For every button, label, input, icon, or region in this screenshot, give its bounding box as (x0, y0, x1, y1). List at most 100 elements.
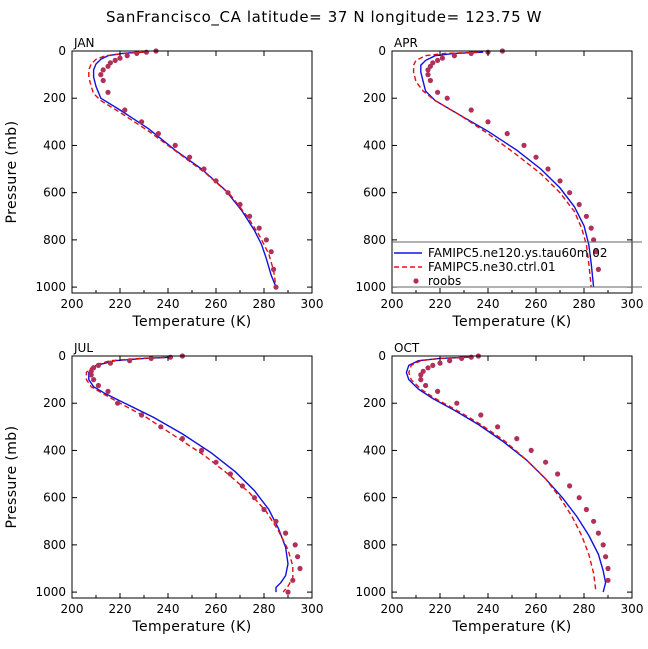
obs-point (225, 190, 231, 196)
y-tick-label: 0 (58, 44, 66, 58)
x-axis-label: Temperature (K) (131, 314, 251, 330)
series-line-2 (85, 356, 294, 593)
x-tick-label: 240 (477, 602, 500, 616)
obs-point (201, 166, 207, 172)
obs-point (95, 382, 101, 389)
x-tick-label: 280 (253, 297, 276, 311)
obs-point (528, 447, 534, 453)
obs-point (468, 50, 474, 56)
x-axis-label: Temperature (K) (131, 619, 251, 635)
y-tick-label: 200 (43, 91, 66, 105)
obs-point (91, 377, 97, 383)
obs-point (127, 358, 133, 364)
obs-point (478, 412, 484, 418)
obs-point (591, 237, 597, 243)
obs-point (88, 368, 94, 374)
obs-point (435, 388, 441, 394)
y-tick-label: 400 (363, 443, 386, 457)
obs-point (555, 471, 561, 477)
y-axis-label: Pressure (mb) (4, 121, 20, 224)
obs-point (117, 55, 123, 61)
plot-frame (391, 355, 633, 599)
obs-point (603, 554, 609, 560)
x-tick-label: 280 (573, 602, 596, 616)
obs-point (155, 131, 161, 137)
obs-point (485, 119, 491, 125)
obs-point (427, 77, 433, 84)
obs-point (98, 72, 104, 78)
y-tick-label: 400 (43, 443, 66, 457)
x-axis-label: Temperature (K) (451, 619, 571, 635)
obs-point (105, 388, 111, 394)
obs-point (495, 424, 501, 430)
y-tick-label: 1000 (355, 585, 386, 599)
x-tick-label: 300 (621, 602, 644, 616)
obs-point (100, 67, 106, 73)
obs-point (199, 447, 205, 453)
legend-label: roobs (428, 274, 461, 288)
y-tick-label: 600 (43, 491, 66, 505)
y-tick-label: 200 (363, 396, 386, 410)
legend-marker (413, 278, 419, 284)
y-tick-label: 600 (363, 491, 386, 505)
obs-point (148, 355, 154, 361)
y-tick-label: 400 (43, 138, 66, 152)
y-tick-label: 0 (58, 349, 66, 363)
obs-point (105, 89, 111, 95)
panel-jan: 200 220 240 260 280 300 0 200 400 600 800 1000 JAN Te… (4, 36, 323, 330)
figure-title: SanFrancisco_CA latitude= 37 N longitude… (106, 8, 542, 27)
x-tick-label: 200 (381, 297, 404, 311)
obs-point (576, 495, 582, 501)
obs-point (425, 365, 431, 371)
obs-point (600, 542, 606, 548)
obs-point (583, 213, 589, 219)
x-tick-label: 220 (109, 602, 132, 616)
obs-point (95, 362, 101, 368)
obs-point (187, 154, 193, 160)
obs-point (273, 518, 279, 524)
obs-point (143, 49, 149, 55)
obs-point (444, 95, 450, 101)
obs-point (425, 72, 431, 78)
obs-point (112, 57, 118, 63)
obs-point (591, 518, 597, 524)
series-line-2 (408, 356, 597, 593)
obs-point (593, 249, 599, 255)
y-tick-label: 800 (43, 233, 66, 247)
y-tick-label: 800 (363, 538, 386, 552)
x-tick-label: 280 (573, 297, 596, 311)
obs-point (247, 213, 253, 219)
obs-point (100, 77, 106, 84)
x-tick-label: 280 (253, 602, 276, 616)
obs-point (290, 577, 296, 583)
x-tick-label: 240 (157, 602, 180, 616)
y-tick-label: 1000 (355, 280, 386, 294)
obs-point (423, 382, 429, 389)
series-line-1 (88, 356, 289, 593)
obs-point (451, 53, 457, 59)
y-axis-label: Pressure (mb) (4, 426, 20, 529)
obs-point (158, 424, 164, 430)
obs-point (468, 354, 474, 360)
obs-point (447, 358, 453, 364)
obs-point (213, 178, 219, 184)
obs-point (459, 355, 465, 361)
obs-point (107, 360, 113, 366)
obs-point (595, 266, 601, 272)
x-tick-label: 240 (157, 297, 180, 311)
x-tick-label: 240 (477, 297, 500, 311)
obs-point (454, 400, 460, 406)
series-line-2 (412, 51, 592, 288)
panel-apr: 200 220 240 260 280 300 0 200 400 600 800 1000 APR Te… (355, 36, 643, 330)
obs-point (435, 57, 441, 63)
y-tick-label: 600 (43, 186, 66, 200)
obs-point (595, 530, 601, 536)
obs-point (139, 119, 145, 125)
obs-point (468, 107, 474, 113)
obs-point (439, 55, 445, 61)
obs-point (251, 495, 257, 501)
obs-point (418, 372, 424, 378)
obs-point (430, 362, 436, 368)
obs-point (295, 554, 301, 560)
